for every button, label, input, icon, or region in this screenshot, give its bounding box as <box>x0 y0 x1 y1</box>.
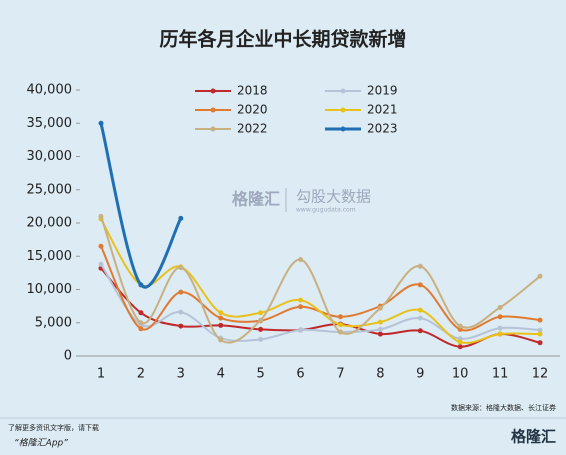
series-line <box>100 267 541 348</box>
point <box>218 310 224 316</box>
legend-label: 2018 <box>237 84 268 98</box>
point <box>178 309 184 315</box>
point <box>377 331 383 337</box>
point <box>417 307 423 313</box>
point <box>138 320 144 326</box>
y-tick-label: 10,000 <box>27 282 73 297</box>
point <box>377 305 383 311</box>
point <box>298 297 304 303</box>
y-tick-label: 15,000 <box>27 249 73 264</box>
x-tick-label: 7 <box>336 367 344 382</box>
point <box>537 331 543 337</box>
legend-marker <box>210 126 216 132</box>
point <box>497 304 503 310</box>
x-tick-label: 11 <box>492 367 509 382</box>
footer-note: 了解更多资讯文字版，请下载 <box>8 423 99 432</box>
point <box>138 282 144 288</box>
y-tick-label: 40,000 <box>27 83 73 98</box>
point <box>298 257 304 263</box>
point <box>377 319 383 325</box>
point <box>497 314 503 320</box>
point <box>457 339 463 345</box>
point <box>178 215 184 221</box>
point <box>497 325 503 331</box>
y-tick-label: 25,000 <box>27 182 73 197</box>
watermark-name: 勾股大数据 <box>296 188 371 206</box>
point <box>98 261 104 267</box>
point <box>377 326 383 332</box>
point <box>537 317 543 323</box>
watermark-url: www.gugudata.com <box>296 207 356 214</box>
x-tick-label: 9 <box>416 367 424 382</box>
point <box>337 314 343 320</box>
x-tick-label: 6 <box>296 367 304 382</box>
point <box>298 304 304 310</box>
point <box>218 337 224 343</box>
point <box>258 336 264 342</box>
point <box>258 317 264 323</box>
series-line <box>100 263 541 342</box>
point <box>178 265 184 271</box>
point <box>138 326 144 332</box>
x-tick-label: 4 <box>217 367 225 382</box>
point <box>537 340 543 346</box>
x-tick-label: 8 <box>376 367 384 382</box>
point <box>178 323 184 329</box>
point <box>337 329 343 335</box>
footer-app: “格隆汇App” <box>14 438 68 449</box>
y-tick-label: 20,000 <box>27 216 73 231</box>
legend-label: 2023 <box>367 122 398 136</box>
point <box>138 310 144 316</box>
x-tick-label: 12 <box>532 367 549 382</box>
x-tick-label: 2 <box>137 367 145 382</box>
legend-label: 2021 <box>367 103 398 117</box>
point <box>417 263 423 269</box>
legend-marker <box>340 126 346 132</box>
chart-title: 历年各月企业中长期贷款新增 <box>159 28 406 51</box>
x-tick-label: 5 <box>256 367 264 382</box>
point <box>497 331 503 337</box>
source: 数据来源：格隆大数据、长江证券 <box>451 403 556 412</box>
y-tick-label: 0 <box>64 349 72 364</box>
point <box>337 322 343 328</box>
point <box>417 328 423 334</box>
legend-label: 2019 <box>367 84 398 98</box>
point <box>218 315 224 321</box>
legend-marker <box>210 88 216 94</box>
point <box>98 213 104 219</box>
point <box>218 322 224 328</box>
watermark-brand: 格隆汇 <box>232 190 280 209</box>
point <box>417 282 423 288</box>
legend-marker <box>210 107 216 113</box>
x-tick-label: 1 <box>97 367 105 382</box>
y-tick-label: 30,000 <box>27 149 73 164</box>
legend-label: 2020 <box>237 103 268 117</box>
point <box>98 120 104 126</box>
x-tick-label: 10 <box>452 367 469 382</box>
footer-logo: 格隆汇 <box>511 428 556 446</box>
watermark: 格隆汇 勾股大数据 www.gugudata.com <box>232 188 371 214</box>
point <box>258 326 264 332</box>
point <box>98 243 104 249</box>
point <box>457 323 463 329</box>
legend-marker <box>340 88 346 94</box>
point <box>298 327 304 333</box>
point <box>258 310 264 316</box>
y-tick-label: 5,000 <box>35 315 72 330</box>
point <box>457 344 463 350</box>
y-tick-label: 35,000 <box>27 116 73 131</box>
legend-marker <box>340 107 346 113</box>
point <box>417 315 423 321</box>
point <box>537 273 543 279</box>
x-tick-label: 3 <box>177 367 185 382</box>
point <box>537 327 543 333</box>
legend-label: 2022 <box>237 122 268 136</box>
point <box>178 289 184 295</box>
